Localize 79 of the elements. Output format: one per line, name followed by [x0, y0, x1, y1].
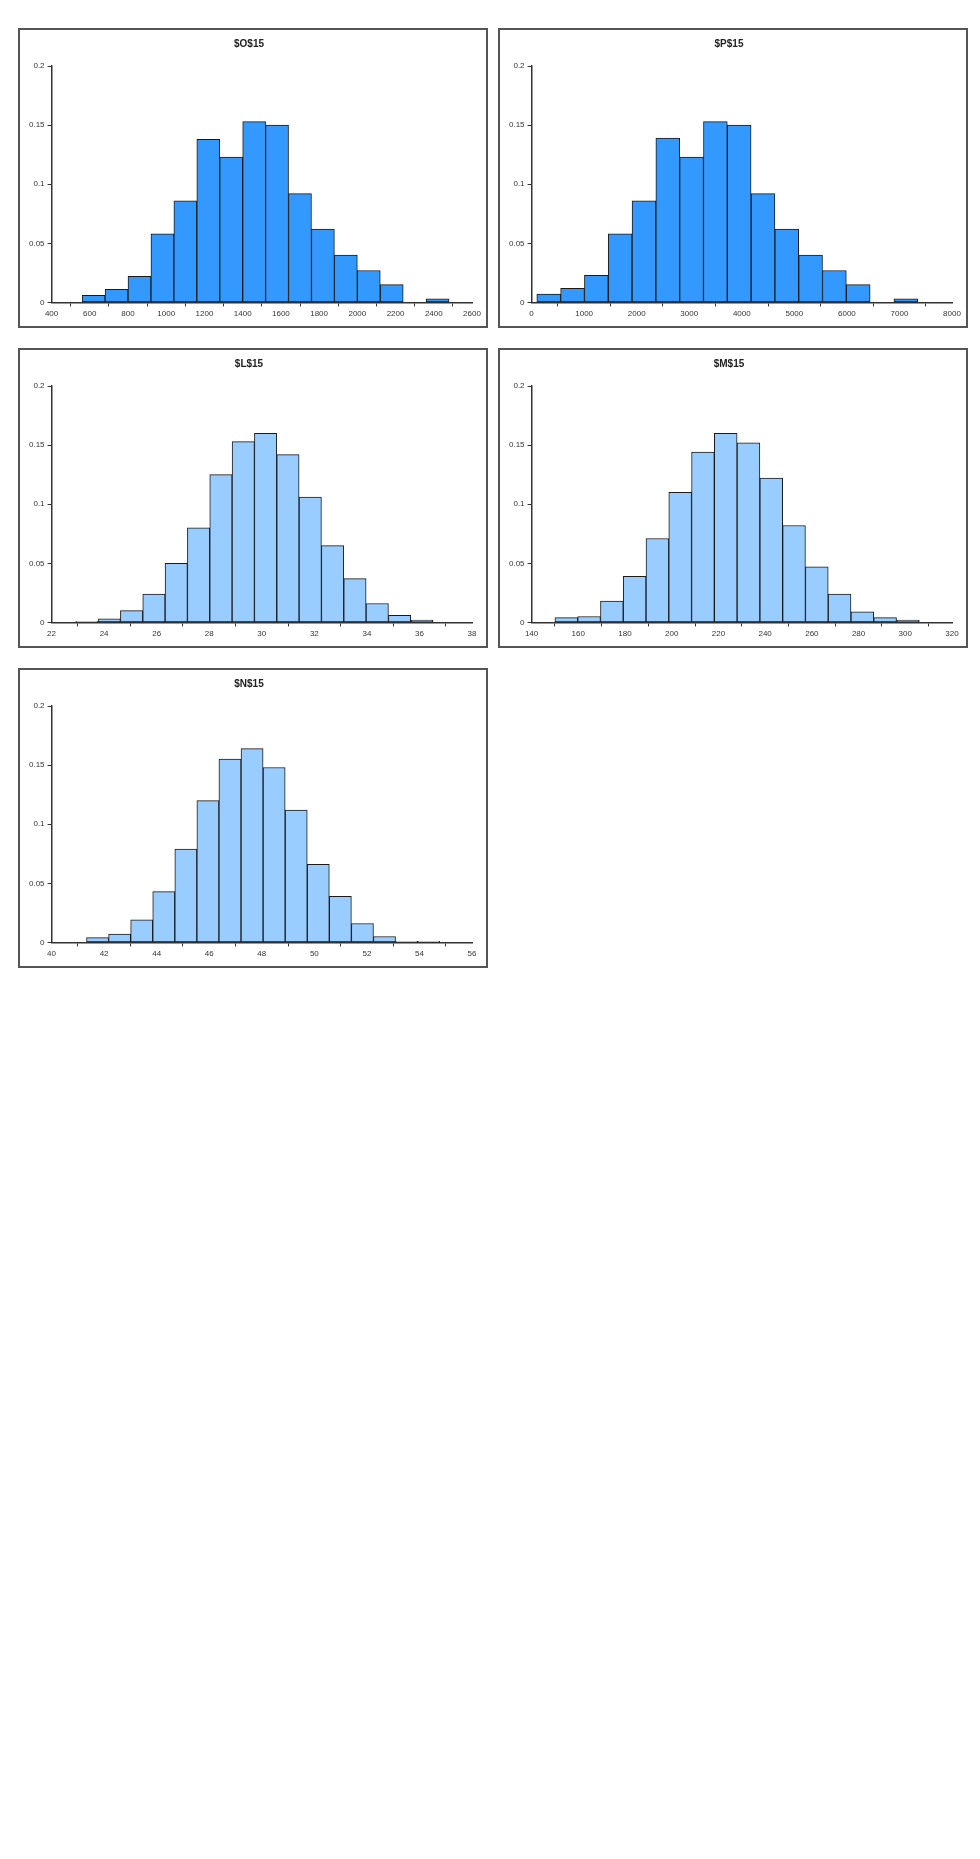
x-tick-label: 48 [257, 949, 267, 959]
x-tick-label: 52 [362, 949, 372, 959]
y-tick-label: 0 [40, 297, 46, 307]
x-tick-label: 160 [571, 629, 586, 639]
y-tick-label: 0.1 [33, 499, 46, 509]
y-tick-label: 0.15 [508, 440, 526, 450]
x-tick-label: 1600 [272, 309, 291, 319]
x-tick-label: 30 [257, 629, 267, 639]
x-tick-label: 22 [47, 629, 57, 639]
chart-title: $P$15 [714, 37, 744, 49]
x-tick-label: 600 [83, 309, 98, 319]
x-tick-label: 1800 [310, 309, 329, 319]
y-tick-label: 0.1 [33, 179, 46, 189]
x-tick-label: 140 [524, 629, 539, 639]
y-tick-label: 0.05 [28, 238, 46, 248]
x-tick-label: 0 [529, 309, 535, 319]
chart-title: $L$15 [234, 357, 264, 369]
x-tick-label: 2000 [348, 309, 367, 319]
y-tick-label: 0.1 [513, 499, 526, 509]
y-tick-label: 0.2 [513, 381, 526, 391]
x-tick-label: 50 [309, 949, 320, 959]
x-tick-label: 2000 [627, 309, 647, 319]
x-tick-label: 34 [362, 629, 372, 639]
y-tick-label: 0 [40, 937, 46, 947]
x-tick-label: 2600 [463, 309, 482, 319]
y-tick-label: 0 [40, 617, 46, 627]
x-tick-label: 180 [618, 629, 633, 639]
x-tick-label: 44 [152, 949, 162, 959]
x-tick-label: 40 [47, 949, 57, 959]
y-tick-label: 0.2 [33, 61, 46, 71]
y-tick-label: 0.05 [508, 558, 526, 568]
x-tick-label: 3000 [680, 309, 699, 319]
x-tick-label: 2400 [424, 309, 444, 319]
x-tick-label: 320 [945, 629, 960, 639]
y-tick-label: 0.05 [28, 878, 46, 888]
x-tick-label: 2200 [386, 309, 406, 319]
x-tick-label: 1000 [575, 309, 594, 319]
x-tick-label: 260 [805, 629, 820, 639]
x-tick-label: 54 [414, 949, 425, 959]
y-tick-label: 0.2 [33, 381, 46, 391]
x-tick-label: 24 [99, 629, 110, 639]
x-tick-label: 1200 [195, 309, 214, 319]
chart-title: $M$15 [713, 357, 745, 369]
x-tick-label: 800 [121, 309, 136, 319]
y-tick-label: 0.15 [28, 760, 46, 770]
x-tick-label: 240 [758, 629, 773, 639]
x-tick-label: 56 [467, 949, 477, 959]
y-tick-label: 0.2 [513, 61, 526, 71]
x-tick-label: 38 [467, 629, 477, 639]
x-tick-label: 26 [152, 629, 162, 639]
x-tick-label: 1400 [233, 309, 253, 319]
x-tick-label: 32 [309, 629, 320, 639]
y-tick-label: 0 [520, 617, 526, 627]
x-tick-label: 220 [711, 629, 726, 639]
x-tick-label: 280 [851, 629, 866, 639]
x-tick-label: 7000 [890, 309, 909, 319]
y-tick-label: 0.15 [28, 440, 46, 450]
y-tick-label: 0.1 [33, 819, 46, 829]
y-tick-label: 0.15 [508, 120, 526, 130]
x-tick-label: 300 [898, 629, 913, 639]
x-tick-label: 28 [204, 629, 215, 639]
y-tick-label: 0.15 [28, 120, 46, 130]
x-tick-label: 36 [414, 629, 425, 639]
y-tick-label: 0.05 [508, 238, 526, 248]
x-tick-label: 46 [204, 949, 215, 959]
y-tick-label: 0 [520, 297, 526, 307]
x-tick-label: 4000 [732, 309, 752, 319]
y-tick-label: 0.2 [33, 701, 46, 711]
x-tick-label: 42 [99, 949, 110, 959]
chart-title: $O$15 [233, 37, 265, 49]
y-tick-label: 0.1 [513, 179, 526, 189]
x-tick-label: 1000 [157, 309, 176, 319]
x-tick-label: 8000 [943, 309, 962, 319]
x-tick-label: 6000 [837, 309, 857, 319]
x-tick-label: 5000 [785, 309, 804, 319]
y-tick-label: 0.05 [28, 558, 46, 568]
x-tick-label: 400 [44, 309, 59, 319]
x-tick-label: 200 [665, 629, 679, 639]
chart-title: $N$15 [234, 677, 265, 689]
